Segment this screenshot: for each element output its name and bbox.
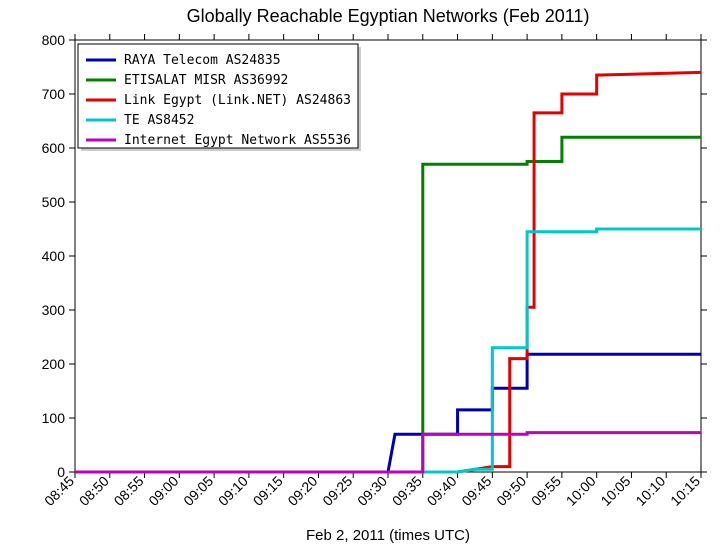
chart-title: Globally Reachable Egyptian Networks (Fe… bbox=[187, 6, 590, 26]
y-tick-label: 700 bbox=[42, 86, 66, 102]
y-tick-label: 800 bbox=[42, 32, 66, 48]
y-tick-label: 100 bbox=[42, 410, 66, 426]
legend-label: Internet Egypt Network AS5536 bbox=[124, 133, 351, 148]
y-tick-label: 300 bbox=[42, 302, 66, 318]
y-tick-label: 500 bbox=[42, 194, 66, 210]
legend-label: TE AS8452 bbox=[124, 113, 194, 128]
y-tick-label: 600 bbox=[42, 140, 66, 156]
line-chart: 010020030040050060070080008:4508:5008:55… bbox=[0, 0, 721, 552]
x-axis-label: Feb 2, 2011 (times UTC) bbox=[306, 527, 470, 544]
legend-label: RAYA Telecom AS24835 bbox=[124, 53, 281, 68]
legend-label: Link Egypt (Link.NET) AS24863 bbox=[124, 93, 351, 108]
y-tick-label: 400 bbox=[42, 248, 66, 264]
y-tick-label: 200 bbox=[42, 356, 66, 372]
legend-label: ETISALAT MISR AS36992 bbox=[124, 73, 288, 88]
chart-container: 010020030040050060070080008:4508:5008:55… bbox=[0, 0, 721, 552]
